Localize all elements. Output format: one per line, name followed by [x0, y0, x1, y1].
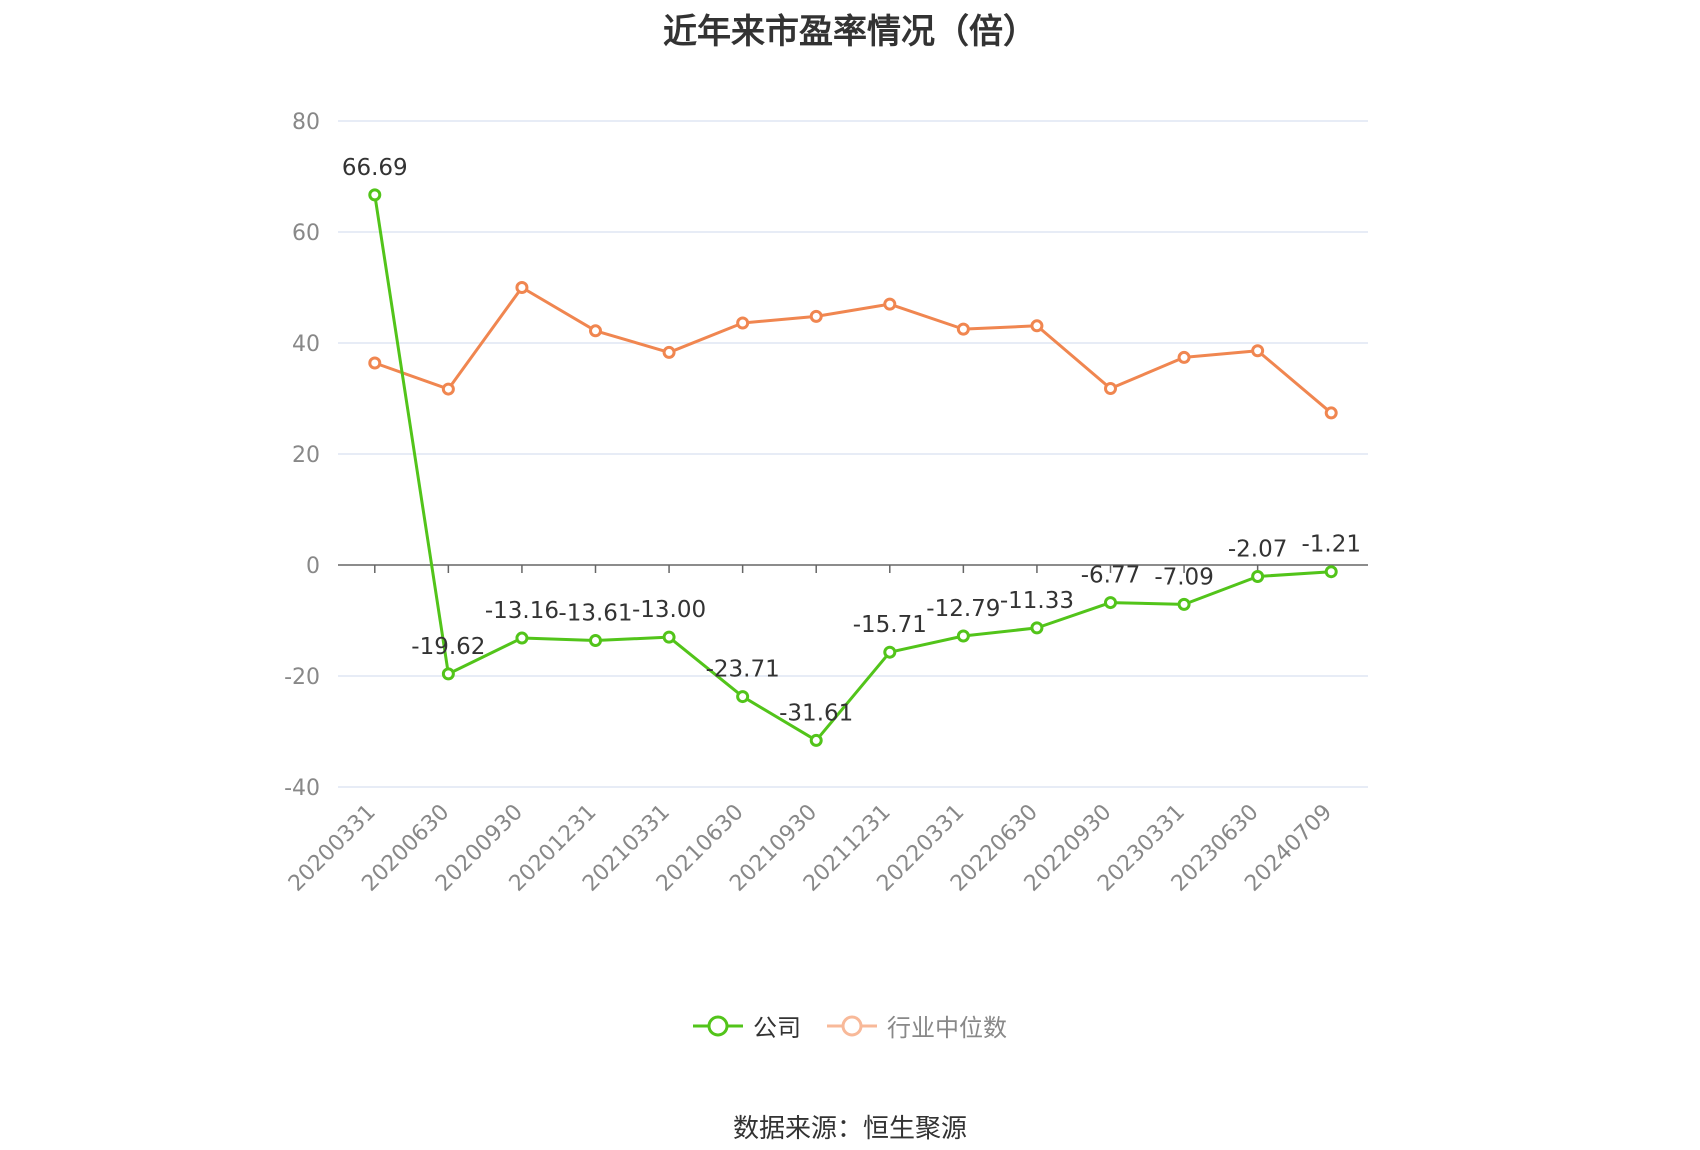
data-point-company [1324, 565, 1338, 579]
y-tick-label: 60 [292, 221, 320, 246]
data-point-company [956, 629, 970, 643]
data-point-company [662, 630, 676, 644]
data-label-company: -15.71 [853, 612, 927, 638]
series-line-industry-median [374, 286, 1333, 415]
data-point-company [1104, 596, 1117, 610]
legend-item-industry-median[interactable]: 行业中位数 [827, 1008, 1007, 1043]
data-point-industry-median [589, 324, 602, 338]
legend-marker-industry-median [827, 1015, 877, 1036]
legend-label-company: 公司 [753, 1014, 801, 1042]
data-point-industry-median [809, 309, 823, 323]
data-label-company: -19.62 [411, 634, 485, 660]
data-label-company: -13.61 [558, 601, 632, 627]
chart-title: 近年来市盈率情况（倍） [663, 12, 1037, 52]
data-point-industry-median [956, 322, 970, 336]
legend-label-industry-median: 行业中位数 [887, 1014, 1007, 1042]
data-point-company [809, 733, 823, 747]
data-point-industry-median [441, 382, 455, 396]
data-point-company [736, 690, 750, 704]
data-point-company [589, 634, 602, 648]
legend: 公司 行业中位数 [0, 1008, 1700, 1043]
data-point-company [1177, 597, 1191, 611]
data-point-company [1251, 569, 1265, 583]
data-label-company: -6.77 [1081, 563, 1141, 589]
data-point-company [883, 645, 897, 659]
label-layer: 66.69 -19.62-13.16 -13.61 -13.00 -23.71 -31.6… [342, 155, 1361, 727]
data-point-industry-median [1030, 319, 1044, 333]
y-tick-label: 40 [292, 332, 320, 357]
data-label-company: -13.16 [485, 598, 559, 624]
y-tick-label: -40 [284, 776, 320, 801]
y-tick-label: 0 [306, 554, 320, 579]
y-tick-label: 80 [292, 110, 320, 135]
data-label-company: -1.21 [1301, 532, 1361, 558]
data-point-industry-median [736, 316, 750, 330]
data-label-company: -31.61 [779, 700, 853, 726]
data-point-industry-median [1177, 350, 1191, 364]
grid-layer [338, 120, 1368, 788]
y-tick-label: -20 [284, 665, 320, 690]
data-label-company: -2.07 [1228, 536, 1288, 562]
legend-item-company[interactable]: 公司 [693, 1008, 801, 1043]
data-point-industry-median [515, 281, 529, 294]
data-point-industry-median [1251, 344, 1265, 358]
data-point-industry-median [368, 356, 382, 370]
data-label-company: -23.71 [706, 657, 780, 683]
line-chart: -40-200204060802020033120200630202009302… [284, 110, 1368, 897]
data-point-industry-median [883, 297, 897, 311]
data-point-industry-median [1324, 406, 1338, 420]
data-point-company [515, 631, 529, 645]
data-label-company: -11.33 [1000, 588, 1074, 614]
series-layer [368, 188, 1338, 747]
y-tick-label: 20 [292, 443, 320, 468]
legend-marker-company [693, 1015, 743, 1036]
data-label-company: 66.69 [342, 155, 408, 181]
data-label-company: -12.79 [926, 596, 1000, 622]
data-label-company: -13.00 [632, 597, 706, 623]
data-point-industry-median [662, 345, 676, 359]
data-source: 数据来源：恒生聚源 [732, 1114, 967, 1144]
data-point-company [368, 188, 382, 202]
axis-layer: -40-200204060802020033120200630202009302… [284, 110, 1368, 897]
series-line-company [373, 194, 1332, 742]
data-point-company [441, 667, 455, 681]
data-label-company: -7.09 [1154, 564, 1214, 590]
data-point-company [1030, 621, 1044, 635]
data-point-industry-median [1104, 382, 1117, 396]
